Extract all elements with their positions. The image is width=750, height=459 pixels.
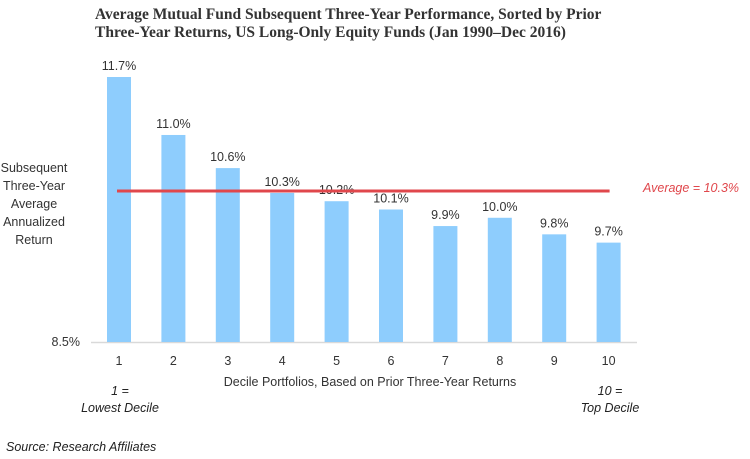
data-label: 10.6% [210, 150, 245, 164]
data-label: 10.1% [373, 192, 408, 206]
y-axis-label-line: Three-Year [2, 179, 66, 193]
bar-decile-10 [596, 242, 621, 342]
y-axis-label-line: Average [10, 197, 58, 211]
y-axis-label-line: Return [15, 233, 53, 247]
data-label: 9.8% [540, 216, 569, 230]
y-tick-label: 8.5% [51, 335, 81, 349]
average-line-label: Average = 10.3% [643, 181, 740, 195]
data-label: 11.7% [102, 59, 137, 73]
data-label: 10.0% [482, 200, 517, 214]
chart-title-line-2: Three-Year Returns, US Long-Only Equity … [95, 24, 566, 41]
data-label: 11.0% [156, 117, 191, 131]
top-decile-note: 10 = Top Decile [570, 383, 650, 417]
x-tick-label: 3 [224, 354, 231, 368]
lowest-decile-note: 1 = Lowest Decile [70, 383, 170, 417]
bar-decile-5 [324, 201, 349, 342]
lowest-decile-note-line: Lowest Decile [81, 401, 159, 415]
x-tick-label: 1 [116, 354, 123, 368]
y-axis-label: Subsequent Three-Year Average Annualized… [0, 159, 68, 249]
bar-decile-8 [487, 217, 512, 342]
y-axis-label-line: Subsequent [0, 161, 68, 175]
source-note: Source: Research Affiliates [6, 440, 157, 454]
chart-title-line-1: Average Mutual Fund Subsequent Three-Yea… [95, 6, 602, 23]
chart-title: Average Mutual Fund Subsequent Three-Yea… [95, 6, 715, 42]
x-tick-label: 7 [442, 354, 449, 368]
lowest-decile-note-line: 1 = [111, 384, 129, 398]
bar-decile-3 [215, 168, 240, 342]
bar-decile-1 [107, 77, 131, 342]
bar-decile-4 [270, 192, 295, 342]
x-axis-label: Decile Portfolios, Based on Prior Three-… [223, 375, 517, 389]
top-decile-note-line: Top Decile [580, 401, 640, 415]
x-tick-label: 8 [496, 354, 503, 368]
x-tick-label: 10 [602, 354, 616, 368]
x-tick-label: 5 [333, 354, 340, 368]
bar-decile-2 [161, 134, 186, 342]
x-tick-label: 9 [551, 354, 558, 368]
bar-decile-7 [433, 226, 458, 342]
x-tick-label: 6 [388, 354, 395, 368]
top-decile-note-line: 10 = [597, 384, 623, 398]
bar-decile-9 [542, 234, 567, 342]
y-axis-label-line: Annualized [3, 215, 65, 229]
data-label: 10.3% [264, 175, 299, 189]
bar-decile-6 [379, 209, 403, 342]
x-tick-label: 4 [279, 354, 286, 368]
x-tick-label: 2 [170, 354, 177, 368]
data-label: 9.9% [431, 208, 460, 222]
data-label: 9.7% [594, 225, 623, 239]
